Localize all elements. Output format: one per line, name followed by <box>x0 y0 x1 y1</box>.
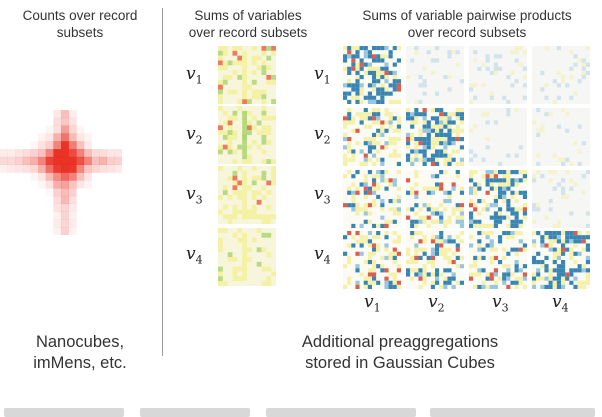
products-heading-line-2: over record subsets <box>407 25 527 40</box>
sum-row-label-v1: v1 <box>186 64 203 86</box>
product-tile-v2-v3 <box>469 108 527 166</box>
product-col-label-v1: v1 <box>364 292 381 314</box>
var-base: v <box>428 292 438 312</box>
var-base: v <box>314 184 324 204</box>
var-base: v <box>186 64 196 84</box>
product-tile-v4-v2 <box>406 231 464 289</box>
products-heading-line-1: Sums of variable pairwise products <box>362 8 572 23</box>
left-caption: Nanocubes, imMens, etc. <box>0 332 160 374</box>
product-tile-v2-v4 <box>532 108 590 166</box>
var-sub: 1 <box>323 73 331 87</box>
sum-tile-v4 <box>218 228 276 286</box>
section-divider <box>162 8 163 356</box>
count-heatmap <box>0 110 122 235</box>
var-sub: 4 <box>561 301 569 315</box>
var-sub: 2 <box>437 301 445 315</box>
product-tile-v2-v1 <box>343 108 401 166</box>
right-caption-line-1: Additional preaggregations <box>301 333 499 351</box>
left-caption-line-2: imMens, etc. <box>33 354 127 372</box>
product-tile-v4-v3 <box>469 231 527 289</box>
product-tile-v2-v2 <box>406 108 464 166</box>
product-tile-v3-v2 <box>406 170 464 228</box>
var-base: v <box>186 124 196 144</box>
var-sub: 3 <box>501 301 509 315</box>
product-row-label-v4: v4 <box>314 244 331 266</box>
sum-tile-v3 <box>218 166 276 224</box>
product-col-label-v2: v2 <box>428 292 445 314</box>
var-sub: 1 <box>195 73 203 87</box>
sums-heading-line-1: Sums of variables <box>194 8 302 23</box>
counts-heading-line-1: Counts over record <box>22 8 138 23</box>
var-sub: 3 <box>195 193 203 207</box>
right-caption: Additional preaggregations stored in Gau… <box>250 332 550 374</box>
product-col-label-v3: v3 <box>492 292 509 314</box>
var-base: v <box>492 292 502 312</box>
product-tile-v1-v4 <box>532 46 590 104</box>
var-base: v <box>314 244 324 264</box>
right-caption-line-2: stored in Gaussian Cubes <box>305 354 495 372</box>
var-base: v <box>364 292 374 312</box>
product-tile-v3-v1 <box>343 170 401 228</box>
var-base: v <box>314 64 324 84</box>
var-base: v <box>186 184 196 204</box>
var-base: v <box>314 124 324 144</box>
sum-tile-v2 <box>218 106 276 164</box>
product-col-label-v4: v4 <box>552 292 569 314</box>
product-tile-v1-v3 <box>469 46 527 104</box>
var-sub: 3 <box>323 193 331 207</box>
var-sub: 4 <box>195 253 203 267</box>
product-tile-v3-v4 <box>532 170 590 228</box>
var-sub: 1 <box>373 301 381 315</box>
sums-heading: Sums of variables over record subsets <box>168 7 328 41</box>
var-base: v <box>552 292 562 312</box>
product-tile-v3-v3 <box>469 170 527 228</box>
sum-row-label-v3: v3 <box>186 184 203 206</box>
sums-heading-line-2: over record subsets <box>188 25 308 40</box>
var-sub: 4 <box>323 253 331 267</box>
sum-row-label-v2: v2 <box>186 124 203 146</box>
products-heading: Sums of variable pairwise products over … <box>332 7 602 41</box>
product-row-label-v3: v3 <box>314 184 331 206</box>
cropped-text-fragment <box>0 402 602 417</box>
var-sub: 2 <box>323 133 331 147</box>
sum-row-label-v4: v4 <box>186 244 203 266</box>
product-row-label-v2: v2 <box>314 124 331 146</box>
sum-tile-v1 <box>218 46 276 104</box>
product-tile-v4-v1 <box>343 231 401 289</box>
product-row-label-v1: v1 <box>314 64 331 86</box>
product-tile-v4-v4 <box>532 231 590 289</box>
product-tile-v1-v2 <box>406 46 464 104</box>
product-tile-v1-v1 <box>343 46 401 104</box>
counts-heading-line-2: subsets <box>56 25 104 40</box>
counts-heading: Counts over record subsets <box>0 7 160 41</box>
left-caption-line-1: Nanocubes, <box>35 333 125 351</box>
var-base: v <box>186 244 196 264</box>
var-sub: 2 <box>195 133 203 147</box>
